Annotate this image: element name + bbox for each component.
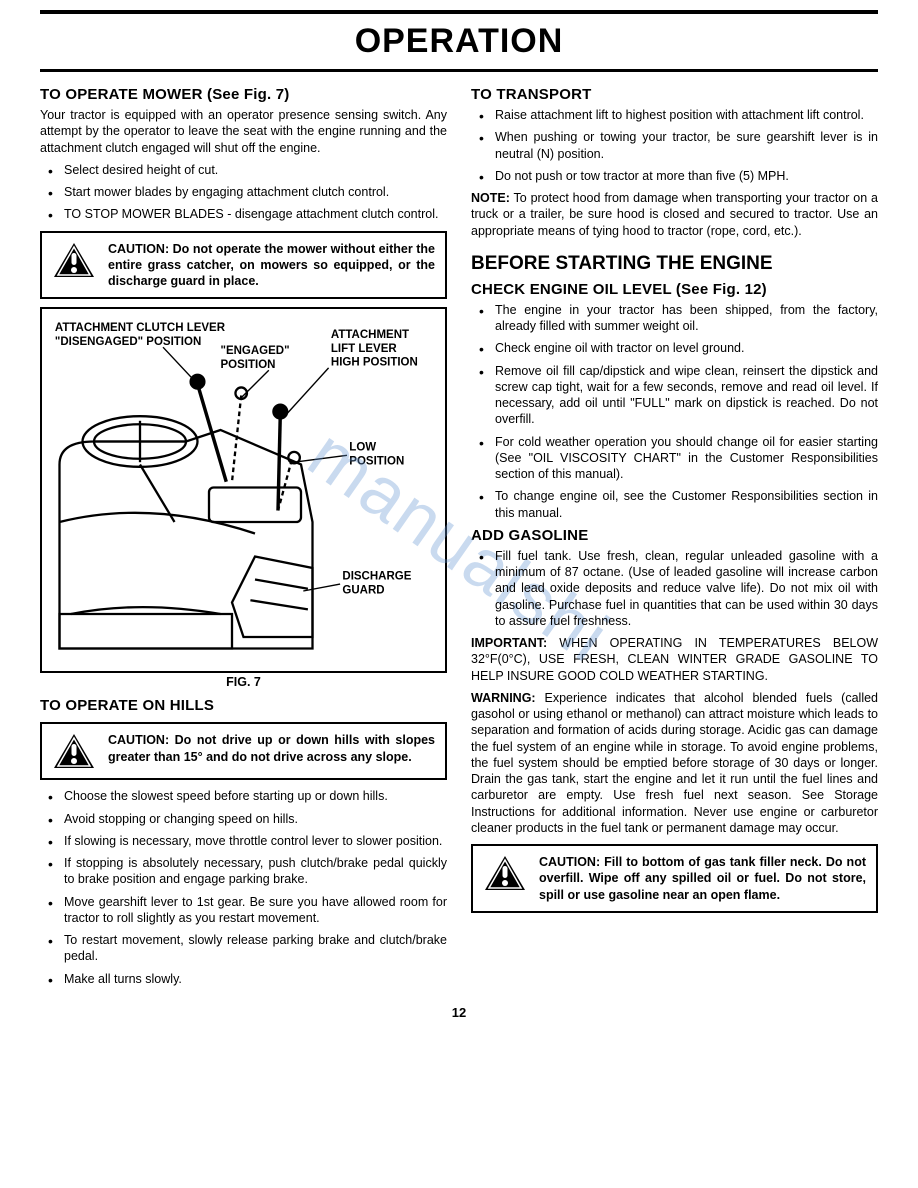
heading-transport: TO TRANSPORT xyxy=(471,86,878,103)
two-column-layout: TO OPERATE MOWER (See Fig. 7) Your tract… xyxy=(40,82,878,993)
list-item: To restart movement, slowly release park… xyxy=(40,932,447,965)
page-number: 12 xyxy=(40,1005,878,1020)
list-item: For cold weather operation you should ch… xyxy=(471,434,878,483)
list-item: Make all turns slowly. xyxy=(40,971,447,987)
list-item: Move gearshift lever to 1st gear. Be sur… xyxy=(40,894,447,927)
fig-label: ATTACHMENT xyxy=(331,329,409,341)
page-title: OPERATION xyxy=(40,18,878,65)
list-item: If slowing is necessary, move throttle c… xyxy=(40,833,447,849)
figure-7-diagram: ATTACHMENT CLUTCH LEVER "DISENGAGED" POS… xyxy=(48,315,439,660)
note-lead: NOTE: xyxy=(471,191,510,205)
heading-operate-hills: TO OPERATE ON HILLS xyxy=(40,697,447,714)
list-item: Choose the slowest speed before starting… xyxy=(40,788,447,804)
list-gasoline: Fill fuel tank. Use fresh, clean, regula… xyxy=(471,548,878,629)
warning-icon xyxy=(52,732,96,770)
list-hills: Choose the slowest speed before starting… xyxy=(40,788,447,987)
figure-7-caption: FIG. 7 xyxy=(40,675,447,689)
intro-operate-mower: Your tractor is equipped with an operato… xyxy=(40,107,447,156)
list-item: Remove oil fill cap/dipstick and wipe cl… xyxy=(471,363,878,428)
warning-icon xyxy=(52,241,96,279)
fig-label: "ENGAGED" xyxy=(221,345,290,357)
important-gasoline: IMPORTANT: WHEN OPERATING IN TEMPERATURE… xyxy=(471,635,878,684)
caution-gasoline: CAUTION: Fill to bottom of gas tank fill… xyxy=(471,844,878,913)
list-item: Select desired height of cut. xyxy=(40,162,447,178)
list-item: The engine in your tractor has been ship… xyxy=(471,302,878,335)
heading-before-starting: BEFORE STARTING THE ENGINE xyxy=(471,253,878,275)
fig-label: LIFT LEVER xyxy=(331,343,398,355)
rule-top xyxy=(40,10,878,14)
list-item: Do not push or tow tractor at more than … xyxy=(471,168,878,184)
left-column: TO OPERATE MOWER (See Fig. 7) Your tract… xyxy=(40,82,447,993)
heading-add-gasoline: ADD GASOLINE xyxy=(471,527,878,544)
fig-label: POSITION xyxy=(221,359,276,371)
warning-gasoline: WARNING: Experience indicates that alcoh… xyxy=(471,690,878,836)
note-body: To protect hood from damage when transpo… xyxy=(471,191,878,238)
caution-text: CAUTION: Fill to bottom of gas tank fill… xyxy=(539,854,866,903)
list-item: If stopping is absolutely necessary, pus… xyxy=(40,855,447,888)
list-transport: Raise attachment lift to highest positio… xyxy=(471,107,878,184)
fig-label: "DISENGAGED" POSITION xyxy=(55,336,201,348)
list-check-oil: The engine in your tractor has been ship… xyxy=(471,302,878,521)
fig-label: HIGH POSITION xyxy=(331,357,418,369)
warning-icon xyxy=(483,854,527,892)
list-item: Check engine oil with tractor on level g… xyxy=(471,340,878,356)
warning-body: Experience indicates that alcohol blende… xyxy=(471,691,878,835)
heading-check-oil: CHECK ENGINE OIL LEVEL (See Fig. 12) xyxy=(471,281,878,298)
list-item: When pushing or towing your tractor, be … xyxy=(471,129,878,162)
rule-under-title xyxy=(40,69,878,72)
caution-text: CAUTION: Do not operate the mower withou… xyxy=(108,241,435,290)
caution-mower-guard: CAUTION: Do not operate the mower withou… xyxy=(40,231,447,300)
list-item: Start mower blades by engaging attachmen… xyxy=(40,184,447,200)
list-item: TO STOP MOWER BLADES - disengage attachm… xyxy=(40,206,447,222)
list-item: Avoid stopping or changing speed on hill… xyxy=(40,811,447,827)
important-lead: IMPORTANT: xyxy=(471,636,547,650)
fig-label: GUARD xyxy=(342,585,384,597)
list-item: Raise attachment lift to highest positio… xyxy=(471,107,878,123)
fig-label: DISCHARGE xyxy=(342,571,411,583)
list-item: To change engine oil, see the Customer R… xyxy=(471,488,878,521)
right-column: TO TRANSPORT Raise attachment lift to hi… xyxy=(471,82,878,993)
list-item: Fill fuel tank. Use fresh, clean, regula… xyxy=(471,548,878,629)
fig-label: ATTACHMENT CLUTCH LEVER xyxy=(55,322,226,334)
warning-lead: WARNING: xyxy=(471,691,536,705)
caution-text: CAUTION: Do not drive up or down hills w… xyxy=(108,732,435,765)
fig-label: LOW xyxy=(349,442,376,454)
note-transport: NOTE: To protect hood from damage when t… xyxy=(471,190,878,239)
caution-hills: CAUTION: Do not drive up or down hills w… xyxy=(40,722,447,780)
heading-operate-mower: TO OPERATE MOWER (See Fig. 7) xyxy=(40,86,447,103)
fig-label: POSITION xyxy=(349,456,404,468)
list-operate-mower: Select desired height of cut. Start mowe… xyxy=(40,162,447,223)
figure-7: ATTACHMENT CLUTCH LEVER "DISENGAGED" POS… xyxy=(40,307,447,673)
